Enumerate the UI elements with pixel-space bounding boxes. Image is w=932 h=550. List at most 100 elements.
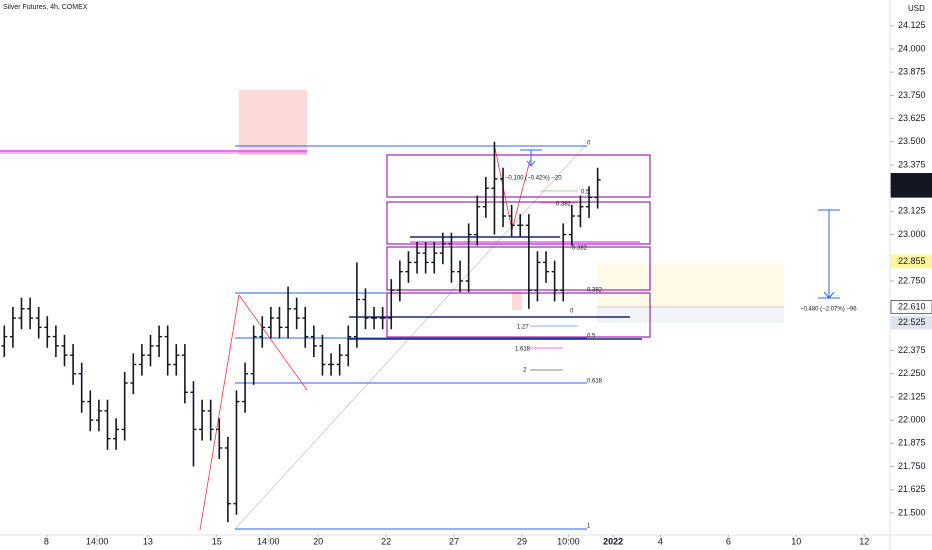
zone-box [239, 90, 307, 155]
ohlc-bar [543, 251, 550, 283]
bars [1, 141, 601, 523]
range-box [386, 292, 651, 338]
y-tick-label: 21.750 [898, 461, 926, 471]
ohlc-bar [328, 353, 335, 376]
ohlc-bar [1, 325, 8, 358]
ohlc-bar [224, 436, 231, 523]
ohlc-bar [396, 260, 403, 302]
range-box [386, 201, 651, 245]
ohlc-bar [302, 306, 309, 348]
ohlc-bar [207, 399, 214, 441]
x-tick-label: 20 [313, 536, 323, 546]
measure-arrow [823, 291, 835, 299]
y-tick-label: 23.375 [898, 159, 926, 169]
ohlc-bar [310, 325, 317, 358]
x-tick-label: 4 [658, 536, 663, 546]
ohlc-bar [525, 214, 532, 309]
ohlc-bar [61, 334, 68, 367]
ohlc-bar [104, 399, 111, 450]
ohlc-bar [18, 297, 25, 330]
price-tag-label: 22.610 [898, 301, 926, 311]
currency-label: USD [908, 4, 925, 13]
ohlc-bar [276, 306, 283, 339]
trend-line [199, 293, 308, 531]
ohlc-bar [431, 241, 438, 274]
ohlc-bar [233, 390, 240, 515]
ohlc-bar [500, 167, 507, 228]
fib-label: 0.382 [572, 246, 588, 252]
y-tick-label: 23.500 [898, 136, 926, 146]
fib-label: 1.618 [515, 347, 531, 353]
y-tick-label: 24.000 [898, 43, 926, 53]
y-tick-label: 23.625 [898, 113, 926, 123]
x-tick-label: 2022 [603, 536, 623, 546]
y-tick-label: 23.125 [898, 206, 926, 216]
price-tag-label: 22.525 [898, 317, 926, 327]
x-tick-label: 13 [143, 536, 153, 546]
ohlc-bar [319, 334, 326, 376]
x-tick-label: 8 [44, 536, 49, 546]
ohlc-bar [353, 262, 360, 348]
ohlc-bar [586, 186, 593, 218]
zone-box [512, 292, 522, 310]
measure-label: −0.100 (−0.42%) −20 [505, 176, 562, 182]
ohlc-bar [594, 167, 601, 209]
ohlc-bar [345, 325, 352, 367]
y-tick-label: 21.500 [898, 507, 926, 517]
ohlc-bar [250, 325, 257, 385]
countdown: 01:29:38 [898, 186, 930, 195]
price-tag [890, 254, 932, 269]
ohlc-bar [534, 251, 541, 302]
ohlc-bar [147, 334, 154, 367]
x-tick-label: 14:00 [257, 536, 280, 546]
fib-label: 0.5 [581, 190, 590, 196]
ohlc-bar [508, 204, 515, 237]
ohlc-bar [130, 353, 137, 395]
y-tick-label: 21.625 [898, 484, 926, 494]
zone-box [597, 307, 784, 323]
x-tick-label: 10 [791, 536, 801, 546]
ohlc-bar [27, 297, 34, 330]
ohlc-bar [405, 251, 412, 283]
ohlc-bar [35, 306, 42, 339]
ohlc-bar [457, 260, 464, 293]
fib-label: 1.27 [517, 325, 529, 331]
ohlc-bar [70, 344, 77, 385]
ohlc-bar [156, 325, 163, 358]
fib-label: 0.618 [587, 379, 603, 385]
range-box [386, 154, 651, 198]
x-tick-label: 14:00 [86, 536, 109, 546]
ohlc-bar [113, 418, 120, 450]
x-tick-label: 27 [449, 536, 459, 546]
fib-label: 0 [570, 309, 574, 315]
ohlc-bar [379, 306, 386, 330]
measure-arrow [526, 160, 536, 167]
ohlc-bar [285, 286, 292, 339]
x-tick-label: 6 [726, 536, 731, 546]
ohlc-bar [9, 306, 16, 348]
fib-label: 0.382 [587, 288, 603, 294]
price-tag [890, 173, 932, 198]
y-tick-label: 22.750 [898, 275, 926, 285]
ohlc-bar [474, 195, 481, 246]
ohlc-bar [78, 362, 85, 413]
ohlc-bar [482, 177, 489, 218]
chart-title: Silver Futures, 4h, COMEX [3, 4, 88, 11]
ohlc-bar [164, 325, 171, 376]
ohlc-bar [267, 306, 274, 339]
ohlc-bar [216, 418, 223, 460]
y-tick-label: 22.250 [898, 368, 926, 378]
range-box [386, 246, 651, 291]
measure [520, 149, 840, 299]
ohlc-bar [95, 399, 102, 432]
ohlc-bar [138, 344, 145, 376]
ohlc-bar [414, 241, 421, 274]
fib-label: 0 [587, 141, 591, 147]
ohlc-bar [388, 279, 395, 330]
ohlc-bar [336, 344, 343, 376]
y-tick-label: 24.125 [898, 20, 926, 30]
fib-label: 0.382 [556, 202, 572, 208]
y-tick-label: 23.750 [898, 90, 926, 100]
